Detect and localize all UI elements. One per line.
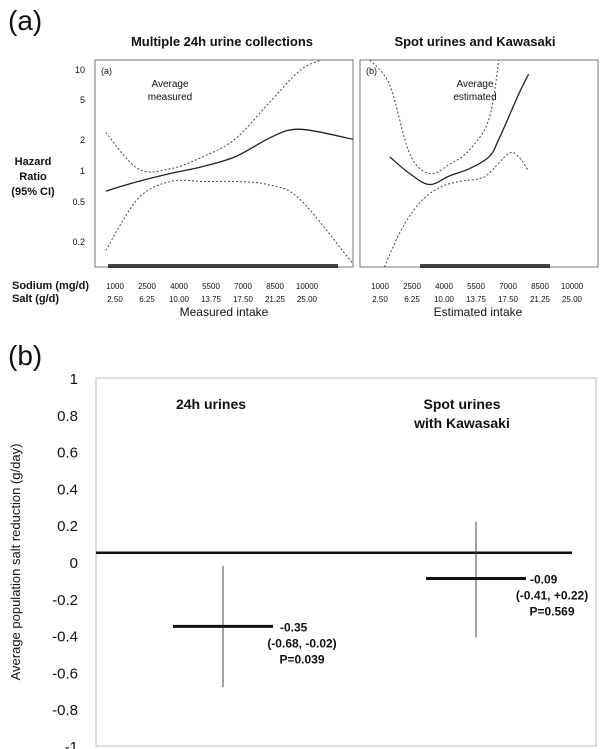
reduction-ytick: -1 xyxy=(65,739,78,749)
hr-ci-line xyxy=(383,151,530,267)
salt-tick: 25.00 xyxy=(297,295,318,304)
hr-plot-left-rug xyxy=(108,264,338,268)
salt-tick: 2.50 xyxy=(372,295,388,304)
sodium-tick: 4000 xyxy=(435,282,453,291)
sodium-tick: 5500 xyxy=(202,282,220,291)
sodium-tick: 10000 xyxy=(561,282,584,291)
hr-ytick: 0.5 xyxy=(72,197,85,207)
sodium-tick: 7000 xyxy=(499,282,517,291)
hr-plot-right-xlabel: Estimated intake xyxy=(434,305,523,319)
salt-tick: 17.50 xyxy=(498,295,519,304)
ci-label: (-0.68, -0.02) xyxy=(267,636,336,650)
hr-yaxis-ticks: 10 5 2 1 0.5 0.2 xyxy=(72,65,85,247)
hr-plot-right-rug xyxy=(420,264,550,268)
sodium-tick: 1000 xyxy=(106,282,124,291)
hr-estimate-line xyxy=(105,128,353,192)
hr-ylabel-line3: (95% CI) xyxy=(11,186,55,198)
p-value-label: P=0.039 xyxy=(279,652,324,666)
hr-ci-line xyxy=(105,60,322,173)
sodium-axis-label: Sodium (mg/d) xyxy=(12,280,89,292)
sodium-tick: 8500 xyxy=(266,282,284,291)
reduction-ytick: 1 xyxy=(70,371,78,388)
hr-plot-left-annotation-1: Average xyxy=(151,79,189,90)
reduction-ytick: -0.8 xyxy=(52,702,78,719)
salt-tick: 25.00 xyxy=(562,295,583,304)
p-value-label: P=0.569 xyxy=(529,605,574,619)
salt-tick: 2.50 xyxy=(107,295,123,304)
salt-axis-label: Salt (g/d) xyxy=(12,293,59,305)
reduction-ytick: 0.6 xyxy=(57,445,78,462)
hr-estimate-line xyxy=(389,73,530,186)
panel-label-a: (a) xyxy=(8,5,42,36)
sodium-tick: 10000 xyxy=(296,282,319,291)
group-label-spot-line2: with Kawasaki xyxy=(413,415,510,431)
hr-plot-right: (b) Average estimated xyxy=(359,59,599,268)
reduction-ytick: -0.4 xyxy=(52,629,78,646)
salt-tick: 21.25 xyxy=(265,295,286,304)
hr-xaxis-ticks: 1000 2500 4000 5500 7000 8500 10000 2.50 6.25 10.… xyxy=(106,282,584,304)
estimate-label: -0.09 xyxy=(530,573,558,587)
reduction-ytick: 0.4 xyxy=(57,481,78,498)
hr-plot-right-annotation-1: Average xyxy=(456,79,494,90)
hr-ylabel-line1: Hazard xyxy=(15,156,52,168)
salt-tick: 17.50 xyxy=(233,295,254,304)
salt-tick: 10.00 xyxy=(169,295,190,304)
reduction-ytick: 0.2 xyxy=(57,518,78,535)
hr-plot-right-inset-label: (b) xyxy=(366,66,377,76)
hr-plot-left: (a) Average measured xyxy=(94,59,354,268)
sodium-tick: 4000 xyxy=(170,282,188,291)
sodium-tick: 2500 xyxy=(138,282,156,291)
reduction-ytick: 0 xyxy=(70,555,78,572)
reduction-ylabel: Average population salt reduction (g/day… xyxy=(8,444,23,681)
sodium-tick: 8500 xyxy=(531,282,549,291)
panel-label-b: (b) xyxy=(8,340,42,371)
hr-ci-line xyxy=(369,60,500,175)
reduction-ytick: -0.6 xyxy=(52,665,78,682)
panel-a-right-title: Spot urines and Kawasaki xyxy=(394,34,555,49)
reduction-yaxis-ticks: 1 0.8 0.6 0.4 0.2 0 -0.2 -0.4 -0.6 -0.8 -1 xyxy=(52,371,78,749)
sodium-tick: 7000 xyxy=(234,282,252,291)
hr-ylabel-line2: Ratio xyxy=(19,171,47,183)
hr-ytick: 5 xyxy=(80,95,85,105)
group-label-24h: 24h urines xyxy=(176,396,246,412)
panel-a-left-title: Multiple 24h urine collections xyxy=(131,34,313,49)
salt-tick: 21.25 xyxy=(530,295,551,304)
hr-ytick: 10 xyxy=(75,65,85,75)
sodium-tick: 1000 xyxy=(371,282,389,291)
reduction-ytick: 0.8 xyxy=(57,408,78,425)
hr-plot-left-annotation-2: measured xyxy=(148,92,192,103)
hr-plot-left-xlabel: Measured intake xyxy=(180,305,269,319)
salt-tick: 13.75 xyxy=(201,295,222,304)
hr-plot-right-annotation-2: estimated xyxy=(453,92,496,103)
hr-ci-line xyxy=(105,179,353,265)
sodium-tick: 2500 xyxy=(403,282,421,291)
sodium-tick: 5500 xyxy=(467,282,485,291)
reduction-ytick: -0.2 xyxy=(52,592,78,609)
salt-tick: 6.25 xyxy=(404,295,420,304)
salt-tick: 13.75 xyxy=(466,295,487,304)
hr-plot-left-frame xyxy=(94,59,354,268)
salt-tick: 6.25 xyxy=(139,295,155,304)
hr-plot-left-inset-label: (a) xyxy=(101,66,112,76)
ci-label: (-0.41, +0.22) xyxy=(516,589,588,603)
reduction-plot: Average population salt reduction (g/day… xyxy=(8,371,597,749)
estimate-label: -0.35 xyxy=(280,620,308,634)
hr-ytick: 2 xyxy=(80,135,85,145)
salt-tick: 10.00 xyxy=(434,295,455,304)
hr-ytick: 0.2 xyxy=(72,237,85,247)
hr-ytick: 1 xyxy=(80,166,85,176)
reduction-plot-frame xyxy=(95,377,597,747)
group-label-spot-line1: Spot urines xyxy=(423,396,500,412)
